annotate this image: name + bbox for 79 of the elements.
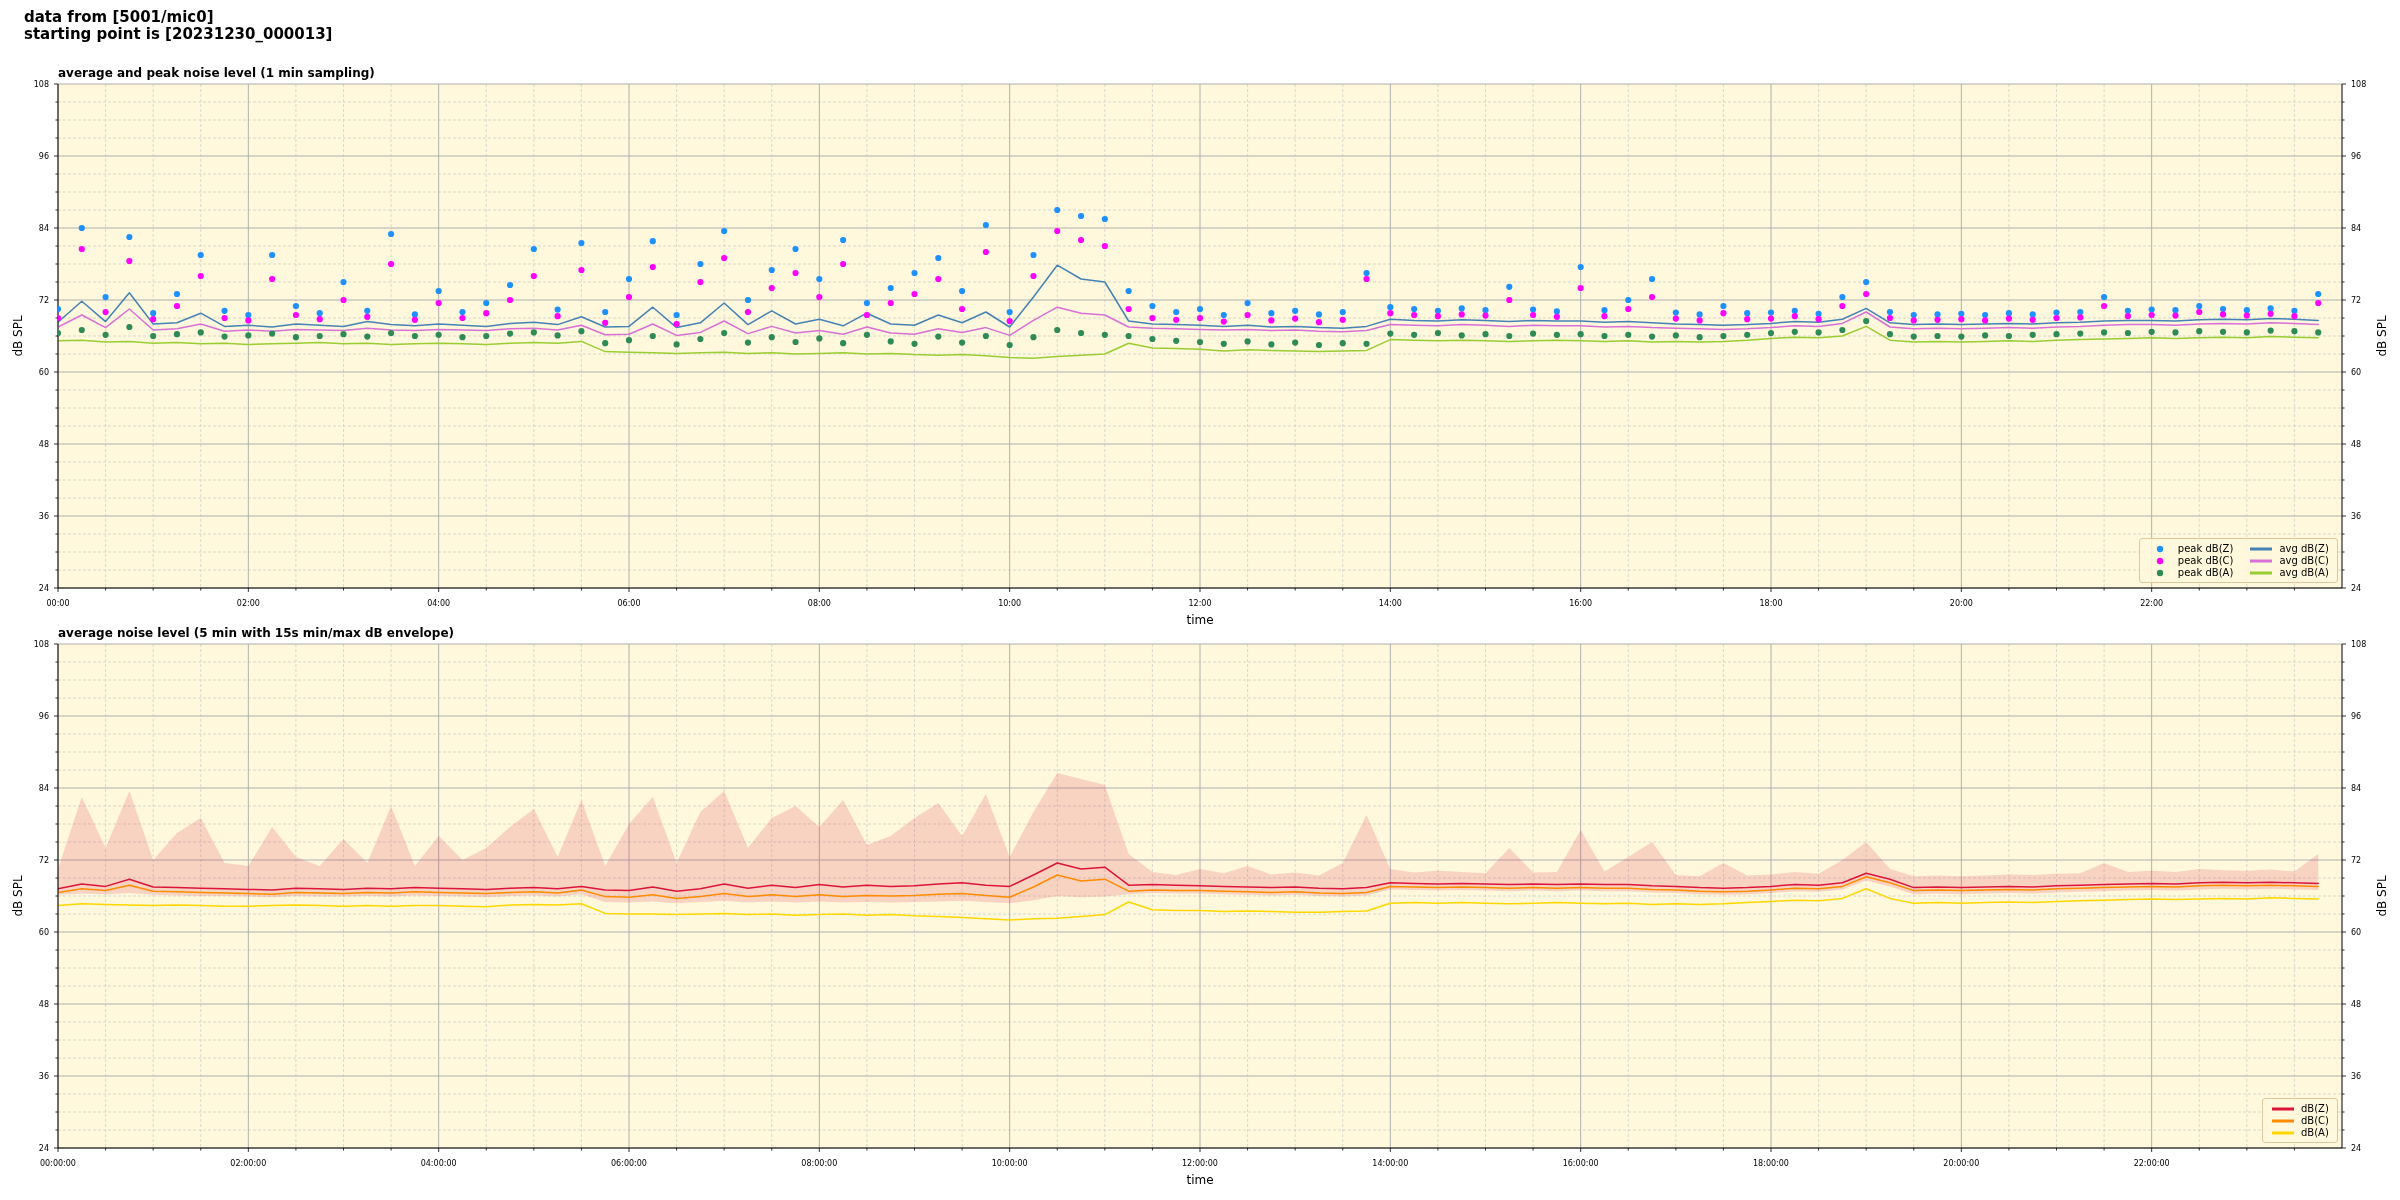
x-tick-label: 10:00	[998, 598, 1022, 608]
y2-tick-label: 24	[2351, 1143, 2362, 1153]
y2-axis-title: dB SPL	[2375, 875, 2389, 917]
x-tick-label: 06:00	[617, 598, 641, 608]
y-tick-label: 84	[38, 783, 49, 793]
x-tick-label: 06:00:00	[611, 1158, 647, 1168]
y-tick-label: 108	[33, 639, 49, 649]
y-tick-label: 84	[38, 223, 49, 233]
x-tick-label: 08:00:00	[801, 1158, 838, 1168]
x-tick-label: 04:00	[427, 598, 451, 608]
legend-label: avg dB(C)	[2279, 555, 2329, 566]
y2-tick-label: 96	[2351, 151, 2362, 161]
y2-tick-label: 60	[2351, 927, 2362, 937]
x-tick-label: 20:00:00	[1943, 1158, 1980, 1168]
x-tick-label: 12:00	[1188, 598, 1212, 608]
y2-tick-label: 96	[2351, 711, 2362, 721]
line-series	[58, 874, 2319, 900]
legend-label: dB(A)	[2301, 1127, 2329, 1138]
y-tick-label: 36	[38, 511, 49, 521]
x-axis-title: time	[1186, 613, 1214, 627]
y-tick-label: 24	[38, 1143, 49, 1153]
y2-tick-label: 60	[2351, 367, 2362, 377]
y-tick-label: 60	[38, 367, 49, 377]
text: starting point is [20231230_000013]	[24, 25, 333, 43]
y-tick-label: 72	[38, 855, 49, 865]
y-tick-label: 72	[38, 295, 49, 305]
y-tick-label: 24	[38, 583, 49, 593]
chart-title: average and peak noise level (1 min sampling)	[58, 66, 375, 80]
x-tick-label: 08:00	[807, 598, 831, 608]
y-tick-label: 60	[38, 927, 49, 937]
legend-label: peak dB(C)	[2177, 555, 2234, 566]
x-tick-label: 18:00:00	[1753, 1158, 1789, 1168]
line-series	[58, 264, 2319, 329]
x-tick-label: 16:00:00	[1562, 1158, 1599, 1168]
y2-axis-title: dB SPL	[2375, 315, 2389, 357]
y2-tick-label: 36	[2351, 1071, 2362, 1081]
y2-tick-label: 48	[2351, 999, 2362, 1009]
legend-label: peak dB(Z)	[2177, 543, 2234, 554]
legend-label: dB(Z)	[2301, 1103, 2329, 1114]
x-tick-label: 10:00:00	[991, 1158, 1028, 1168]
line-series	[58, 862, 2319, 892]
y2-tick-label: 48	[2351, 439, 2362, 449]
x-tick-label: 12:00:00	[1182, 1158, 1218, 1168]
y2-tick-label: 108	[2351, 79, 2367, 89]
text: data from [5001/mic0]	[24, 8, 214, 26]
x-tick-label: 00:00:00	[40, 1158, 76, 1168]
y2-tick-label: 108	[2351, 639, 2367, 649]
legend-label: avg dB(Z)	[2279, 543, 2329, 554]
y2-tick-label: 84	[2351, 223, 2362, 233]
x-tick-label: 14:00	[1378, 598, 1402, 608]
line-series	[58, 888, 2319, 921]
y-tick-label: 48	[38, 999, 49, 1009]
legend-label: dB(C)	[2301, 1115, 2329, 1126]
legend-label: peak dB(A)	[2177, 567, 2234, 578]
y-axis-title: dB SPL	[11, 875, 25, 917]
y-tick-label: 96	[38, 711, 49, 721]
x-tick-label: 22:00:00	[2133, 1158, 2170, 1168]
x-axis-title: time	[1186, 1173, 1214, 1187]
x-tick-label: 14:00:00	[1372, 1158, 1409, 1168]
y-tick-label: 108	[33, 79, 49, 89]
x-tick-label: 18:00	[1759, 598, 1783, 608]
y2-tick-label: 72	[2351, 295, 2362, 305]
y2-tick-label: 72	[2351, 855, 2362, 865]
x-tick-label: 02:00	[236, 598, 260, 608]
x-tick-label: 04:00:00	[420, 1158, 457, 1168]
chart-title: average noise level (5 min with 15s min/max dB envelope)	[58, 626, 455, 640]
y-tick-label: 36	[38, 1071, 49, 1081]
y-axis-title: dB SPL	[11, 315, 25, 357]
x-tick-label: 02:00:00	[230, 1158, 267, 1168]
x-tick-label: 00:00	[46, 598, 70, 608]
x-tick-label: 20:00	[1949, 598, 1973, 608]
y2-tick-label: 24	[2351, 583, 2362, 593]
y2-tick-label: 36	[2351, 511, 2362, 521]
y2-tick-label: 84	[2351, 783, 2362, 793]
x-tick-label: 16:00	[1569, 598, 1593, 608]
x-tick-label: 22:00	[2140, 598, 2164, 608]
legend-label: avg dB(A)	[2279, 567, 2329, 578]
y-tick-label: 96	[38, 151, 49, 161]
y-tick-label: 48	[38, 439, 49, 449]
